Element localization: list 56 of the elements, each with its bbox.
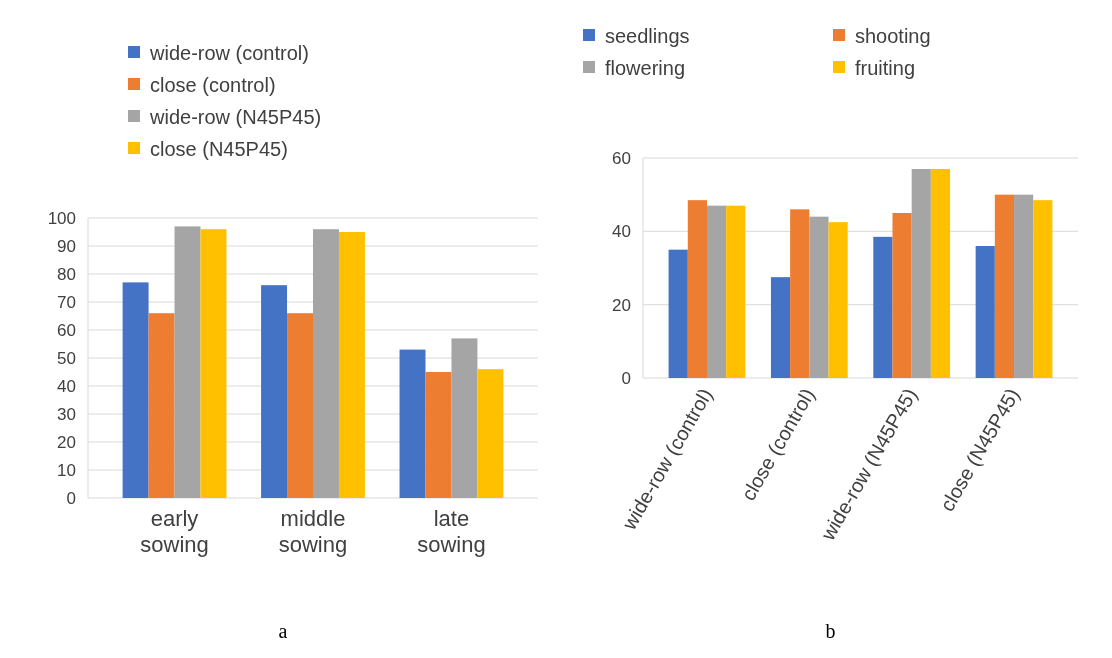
legend-label: wide-row (N45P45) bbox=[149, 106, 322, 128]
bar bbox=[770, 277, 791, 378]
bar bbox=[975, 246, 995, 378]
bar bbox=[892, 213, 912, 378]
bar bbox=[911, 169, 931, 378]
bar bbox=[477, 369, 504, 498]
y-tick-label: 50 bbox=[57, 348, 76, 368]
bar bbox=[687, 200, 707, 378]
y-tick-label: 80 bbox=[57, 264, 76, 284]
bar bbox=[451, 338, 478, 498]
bar bbox=[338, 232, 365, 498]
y-tick-label: 10 bbox=[57, 460, 76, 480]
bar bbox=[790, 209, 810, 378]
bar bbox=[313, 229, 339, 498]
y-tick-label: 60 bbox=[57, 320, 76, 340]
bar bbox=[930, 169, 951, 378]
bar bbox=[873, 236, 893, 378]
legend-label: fruiting bbox=[855, 57, 916, 79]
y-tick-label: 0 bbox=[621, 368, 631, 388]
y-tick-label: 30 bbox=[57, 404, 76, 424]
y-tick-label: 70 bbox=[57, 292, 76, 312]
bar bbox=[200, 229, 227, 498]
bar bbox=[1033, 200, 1053, 378]
bar bbox=[425, 372, 452, 498]
bar bbox=[994, 194, 1015, 378]
y-tick-label: 40 bbox=[57, 376, 76, 396]
y-tick-label: 90 bbox=[57, 236, 76, 256]
legend-label: shooting bbox=[855, 25, 931, 47]
bar bbox=[668, 249, 688, 378]
y-tick-label: 100 bbox=[47, 208, 76, 228]
bar bbox=[148, 313, 175, 498]
legend-label: seedlings bbox=[605, 25, 690, 47]
bar bbox=[261, 285, 288, 498]
bar bbox=[122, 282, 149, 498]
y-tick-label: 0 bbox=[66, 488, 76, 508]
legend-label: close (N45P45) bbox=[150, 138, 288, 160]
text: b bbox=[825, 620, 836, 642]
x-tick-label: late sowing bbox=[417, 506, 486, 557]
y-tick-label: 40 bbox=[612, 222, 631, 242]
bar bbox=[809, 216, 829, 378]
legend-label: close (control) bbox=[150, 74, 276, 96]
bar bbox=[726, 205, 746, 378]
bar bbox=[287, 313, 313, 498]
y-tick-label: 20 bbox=[612, 295, 631, 315]
bar bbox=[828, 222, 848, 378]
x-tick-label: early sowing bbox=[140, 506, 209, 557]
bar bbox=[706, 205, 727, 378]
legend-label: flowering bbox=[605, 57, 686, 79]
text: a bbox=[278, 620, 288, 642]
legend-label: wide-row (control) bbox=[149, 42, 309, 64]
x-tick-label: middle sowing bbox=[278, 506, 348, 557]
y-tick-label: 20 bbox=[57, 432, 76, 452]
bar bbox=[174, 226, 201, 498]
y-tick-label: 60 bbox=[612, 148, 631, 168]
bar bbox=[1014, 194, 1034, 378]
bar bbox=[399, 349, 426, 498]
